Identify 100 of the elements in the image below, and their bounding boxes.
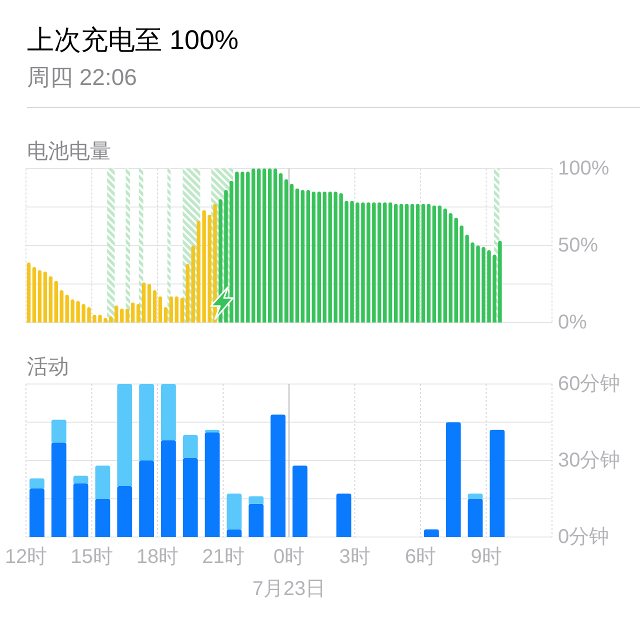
bar	[169, 296, 174, 322]
bar	[26, 262, 31, 322]
bar	[32, 267, 36, 322]
bar	[257, 168, 261, 322]
bar	[43, 272, 48, 322]
bar	[366, 202, 370, 322]
bar	[202, 210, 206, 322]
bar	[295, 188, 300, 322]
bar	[117, 384, 132, 486]
bar	[76, 300, 80, 322]
bar	[136, 304, 140, 322]
bar	[492, 254, 496, 322]
x-tick-label: 21时	[202, 546, 244, 568]
bar	[292, 466, 308, 537]
bar	[226, 529, 242, 537]
bar	[158, 296, 162, 322]
bar	[404, 204, 409, 322]
bar	[180, 298, 184, 322]
bar	[54, 280, 58, 322]
bar	[438, 205, 442, 322]
bar	[51, 420, 66, 443]
bar	[130, 302, 135, 322]
bar	[65, 294, 69, 322]
bar	[312, 192, 316, 322]
bar	[235, 172, 239, 322]
bar	[246, 172, 250, 322]
bar	[328, 192, 332, 322]
bar	[426, 204, 431, 322]
y-tick-label: 0分钟	[558, 526, 610, 548]
bar	[388, 202, 392, 322]
bar	[82, 304, 86, 322]
chart-title: 活动	[27, 356, 69, 378]
bar	[482, 247, 486, 322]
bar	[339, 193, 343, 322]
bar	[51, 442, 66, 537]
bar	[139, 384, 154, 460]
bar	[213, 204, 217, 322]
bar	[443, 208, 448, 322]
bar	[218, 199, 222, 322]
bar	[270, 414, 286, 537]
bar	[273, 168, 278, 322]
bar	[60, 290, 64, 322]
bar	[421, 204, 426, 322]
bar	[224, 190, 228, 322]
bar	[454, 218, 458, 322]
bar	[240, 172, 244, 322]
bar	[152, 290, 157, 322]
bar	[356, 202, 360, 322]
bar	[70, 299, 74, 322]
bar	[284, 179, 288, 322]
bar	[252, 168, 256, 322]
bar	[300, 190, 305, 322]
bar	[322, 192, 326, 322]
bar	[230, 180, 234, 322]
x-tick-label: 6时	[404, 546, 436, 568]
bar	[470, 242, 474, 322]
bar	[120, 308, 124, 322]
bar	[290, 184, 294, 322]
bar	[114, 306, 118, 322]
bar	[410, 204, 414, 322]
x-tick-label: 0时	[273, 546, 305, 568]
bar	[394, 204, 398, 322]
bar	[196, 220, 200, 322]
bar	[204, 432, 220, 537]
y-tick-label: 0%	[558, 312, 588, 334]
bar	[174, 296, 179, 322]
bar	[460, 225, 464, 322]
bar	[95, 466, 110, 499]
bar	[208, 214, 212, 322]
bar	[350, 200, 354, 322]
bar	[399, 204, 404, 322]
bar	[432, 205, 436, 322]
bar	[147, 284, 152, 322]
bar	[186, 264, 190, 322]
bar	[73, 483, 88, 537]
bar	[98, 314, 102, 322]
bar	[161, 440, 176, 537]
ref-line-label: 7月23日	[252, 578, 326, 600]
bar	[139, 460, 154, 537]
bar	[126, 308, 130, 322]
bar	[117, 486, 132, 537]
bar	[383, 202, 387, 322]
bar	[226, 494, 242, 530]
bar	[248, 504, 264, 537]
bar	[465, 234, 469, 322]
bar	[30, 488, 44, 537]
x-tick-label: 9时	[470, 546, 502, 568]
bar	[372, 202, 376, 322]
bar	[182, 458, 198, 537]
bar	[317, 192, 321, 322]
bar	[487, 250, 491, 322]
bar	[306, 190, 310, 322]
bar	[87, 307, 91, 322]
x-tick-label: 18时	[136, 546, 179, 568]
bar	[448, 213, 452, 322]
bar	[334, 192, 338, 322]
bar	[164, 307, 168, 322]
text: 上次充电至 100%	[27, 25, 239, 55]
y-tick-label: 100%	[558, 158, 610, 180]
bar	[182, 435, 198, 458]
